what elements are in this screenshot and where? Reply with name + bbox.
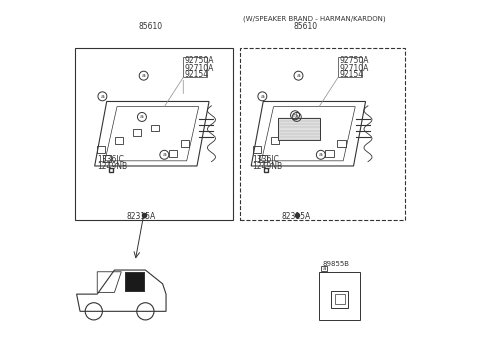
Text: a: a bbox=[322, 266, 326, 271]
Bar bbox=[278, 118, 321, 140]
Bar bbox=[169, 150, 177, 157]
Text: 1249NB: 1249NB bbox=[97, 162, 127, 171]
Bar bbox=[240, 48, 405, 220]
Text: H: H bbox=[293, 113, 298, 118]
Bar bbox=[325, 150, 334, 157]
Text: 85610: 85610 bbox=[293, 22, 317, 31]
Bar bbox=[335, 294, 345, 304]
Text: a: a bbox=[297, 73, 300, 78]
Text: (W/SPEAKER BRAND - HARMAN/KARDON): (W/SPEAKER BRAND - HARMAN/KARDON) bbox=[243, 15, 386, 22]
Text: 1336JC: 1336JC bbox=[252, 155, 279, 164]
Text: 89855B: 89855B bbox=[322, 261, 349, 267]
Bar bbox=[271, 138, 279, 144]
Bar bbox=[337, 140, 346, 147]
Bar bbox=[103, 155, 111, 162]
Text: a: a bbox=[140, 115, 144, 119]
Bar bbox=[132, 129, 141, 136]
Bar bbox=[289, 129, 298, 136]
Bar bbox=[183, 57, 207, 77]
Text: 92750A: 92750A bbox=[340, 56, 369, 65]
Bar bbox=[307, 125, 315, 131]
Text: 82315A: 82315A bbox=[281, 212, 311, 221]
Text: 92750A: 92750A bbox=[185, 56, 215, 65]
Text: a: a bbox=[261, 94, 264, 99]
Bar bbox=[338, 57, 362, 77]
Text: 82315A: 82315A bbox=[127, 212, 156, 221]
Bar bbox=[331, 291, 348, 308]
Bar bbox=[75, 48, 233, 220]
Text: 1336JC: 1336JC bbox=[97, 155, 124, 164]
Bar bbox=[115, 138, 123, 144]
Bar bbox=[259, 155, 267, 162]
Text: 1249NB: 1249NB bbox=[252, 162, 282, 171]
Text: a: a bbox=[142, 73, 145, 78]
Text: a: a bbox=[319, 152, 323, 157]
Bar bbox=[151, 125, 159, 131]
Bar bbox=[181, 140, 189, 147]
Bar bbox=[253, 146, 261, 153]
Text: 92710A: 92710A bbox=[185, 64, 215, 73]
Text: 85610: 85610 bbox=[139, 22, 163, 31]
Bar bbox=[96, 146, 105, 153]
Text: a: a bbox=[295, 115, 299, 119]
Text: 92710A: 92710A bbox=[340, 64, 369, 73]
Text: a: a bbox=[162, 152, 166, 157]
Text: 92154: 92154 bbox=[340, 70, 364, 79]
Bar bbox=[321, 266, 327, 271]
Text: a: a bbox=[100, 94, 104, 99]
Text: 92154: 92154 bbox=[185, 70, 209, 79]
Bar bbox=[319, 272, 360, 320]
Polygon shape bbox=[125, 272, 144, 291]
